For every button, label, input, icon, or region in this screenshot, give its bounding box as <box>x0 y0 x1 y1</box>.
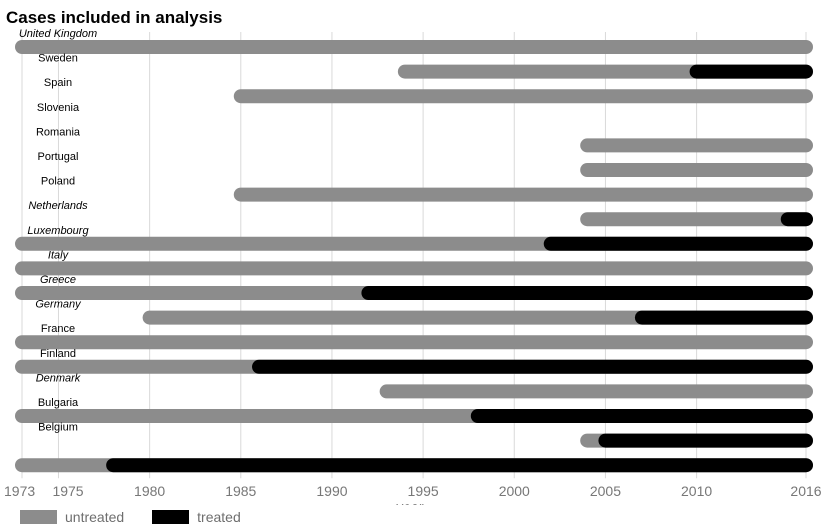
row-label: Italy <box>48 249 70 261</box>
row-label: United Kingdom <box>19 28 97 40</box>
legend: untreated treated <box>20 508 269 526</box>
x-tick-label: 2016 <box>790 483 821 499</box>
x-tick-label: 1985 <box>225 483 256 499</box>
row-label: Portugal <box>38 151 79 163</box>
x-tick-label: 1995 <box>408 483 439 499</box>
legend-label-untreated: untreated <box>65 509 125 525</box>
row-label: Netherlands <box>28 200 88 212</box>
row-label: Sweden <box>38 53 78 65</box>
row-label: Slovenia <box>37 102 80 114</box>
chart-title: Cases included in analysis <box>6 8 223 27</box>
row-label: Greece <box>40 274 76 286</box>
x-axis-title: year <box>396 499 424 505</box>
legend-item-treated: treated <box>152 509 241 525</box>
x-tick-label: 1973 <box>4 483 35 499</box>
row-label: Denmark <box>36 372 81 384</box>
row-label: Belgium <box>38 422 78 434</box>
legend-item-untreated: untreated <box>20 509 124 525</box>
timeline-chart: United Kingdom Sweden Spain Slovenia Romania… <box>4 28 822 505</box>
x-tick-label: 1980 <box>134 483 165 499</box>
row-label: France <box>41 323 75 335</box>
row-label: Bulgaria <box>38 397 79 409</box>
legend-swatch-untreated <box>20 510 57 524</box>
x-tick-label: 2000 <box>499 483 530 499</box>
x-tick-label: 1975 <box>52 483 83 499</box>
row-label: Finland <box>40 348 76 360</box>
x-tick-label: 1990 <box>316 483 347 499</box>
row-label: Spain <box>44 77 72 89</box>
row-label: Luxembourg <box>27 225 89 237</box>
row-label: Romania <box>36 126 81 138</box>
x-tick-label: 2010 <box>681 483 712 499</box>
legend-label-treated: treated <box>197 509 241 525</box>
row-label: Poland <box>41 176 75 188</box>
row-label: Germany <box>35 299 82 311</box>
legend-swatch-treated <box>152 510 190 524</box>
x-tick-label: 2005 <box>590 483 621 499</box>
